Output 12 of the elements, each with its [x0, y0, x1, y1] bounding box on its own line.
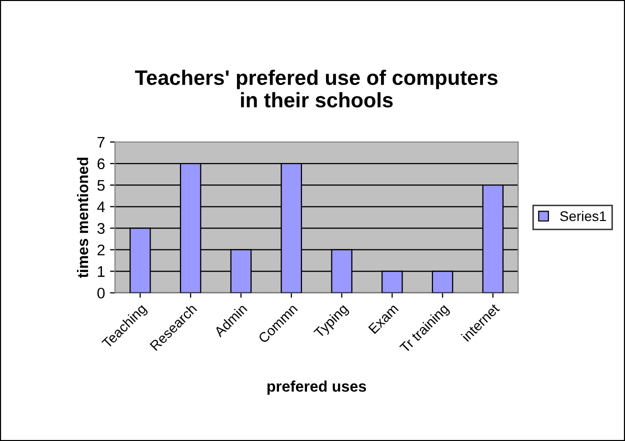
x-axis-title: prefered uses	[267, 380, 366, 395]
y-tick-label: 5	[97, 180, 105, 191]
y-tick-label: 1	[98, 266, 105, 277]
chart-title: Teachers' prefered use of computers in their schools	[135, 70, 498, 108]
y-tick-label: 2	[98, 244, 105, 256]
y-tick-label: 6	[98, 158, 105, 170]
y-tick-label: 4	[97, 202, 105, 212]
y-tick-label: 3	[97, 223, 105, 234]
legend-label: Series1	[560, 210, 606, 222]
y-tick-label: 7	[98, 137, 105, 148]
y-tick-label: 0	[97, 288, 105, 299]
y-axis-title: times mentioned	[76, 158, 88, 278]
